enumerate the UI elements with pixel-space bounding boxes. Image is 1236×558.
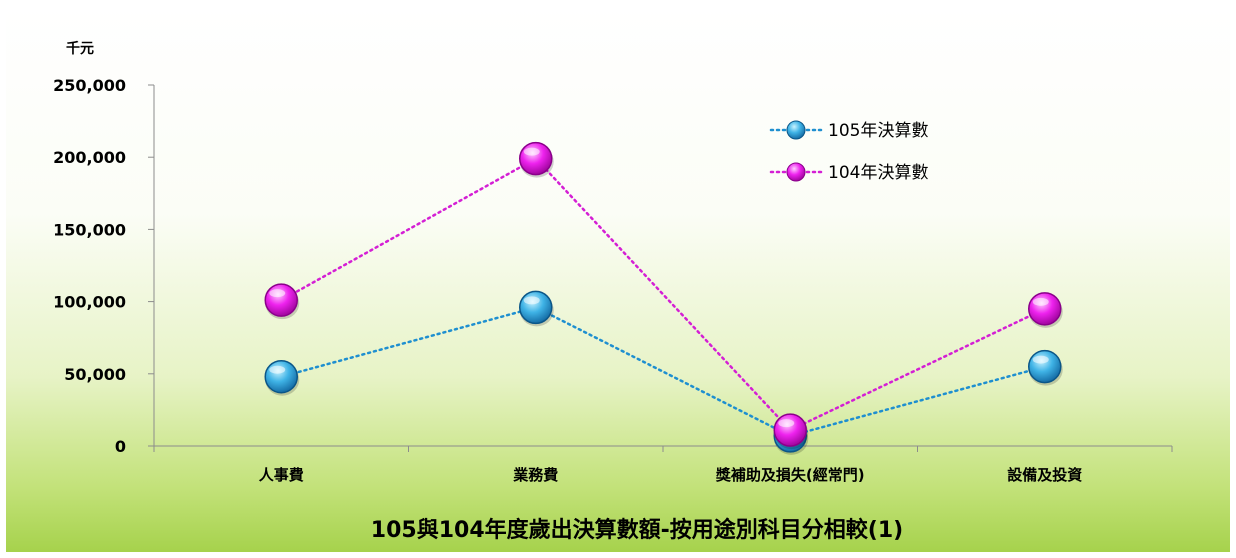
point-highlight — [1032, 297, 1049, 306]
point-marker — [1028, 292, 1062, 326]
legend-label: 104年決算數 — [828, 163, 928, 183]
chart-title: 105與104年度歲出決算數額-按用途別科目分相較(1) — [371, 517, 903, 543]
series-points — [264, 141, 1063, 455]
line-chart: 千元 0 50,000 100,000 150,000 200,000 250,000 人… — [53, 40, 1173, 543]
x-tick-label: 獎補助及損失(經常門) — [715, 466, 865, 484]
point-highlight — [523, 147, 540, 156]
data-point-1-2 — [773, 413, 809, 450]
y-tick-label: 100,000 — [53, 293, 126, 312]
legend-marker — [786, 162, 806, 182]
series-line-0 — [280, 306, 1047, 438]
legend-item-1: 104年決算數 — [769, 162, 928, 183]
data-point-1-3 — [1028, 292, 1063, 328]
point-marker — [264, 283, 298, 317]
point-marker — [264, 359, 298, 394]
point-highlight — [269, 365, 286, 374]
series-line-1 — [280, 157, 1047, 432]
y-tick-label: 150,000 — [53, 220, 126, 239]
data-point-0-1 — [519, 290, 554, 327]
y-tick-labels: 0 50,000 100,000 150,000 200,000 250,000 — [53, 76, 126, 456]
chart-frame: 千元 0 50,000 100,000 150,000 200,000 250,000 人… — [6, 6, 1230, 552]
x-tick-label: 業務費 — [512, 466, 558, 484]
legend-item-0: 105年決算數 — [769, 120, 928, 141]
legend-marker — [786, 120, 806, 140]
y-axis-unit: 千元 — [66, 40, 94, 57]
legend: 105年決算數 104年決算數 — [769, 120, 928, 183]
data-point-0-3 — [1028, 349, 1063, 386]
y-tick-label: 50,000 — [64, 365, 126, 384]
x-tick-label: 人事費 — [259, 466, 304, 484]
point-marker — [1028, 349, 1062, 384]
point-highlight — [269, 289, 286, 298]
point-highlight — [523, 296, 540, 305]
y-tick-label: 200,000 — [53, 148, 126, 167]
x-tick-label: 設備及投資 — [1007, 466, 1082, 484]
point-marker — [519, 290, 553, 325]
point-marker — [519, 141, 553, 176]
y-tick-label: 0 — [115, 437, 126, 456]
data-point-1-1 — [519, 141, 554, 178]
x-tick-labels: 人事費 業務費 獎補助及損失(經常門) 設備及投資 — [259, 466, 1083, 484]
point-highlight — [1032, 355, 1049, 364]
legend-label: 105年決算數 — [828, 121, 928, 141]
point-marker — [773, 413, 807, 447]
series-lines — [280, 157, 1047, 438]
y-tick-label: 250,000 — [53, 76, 126, 95]
point-highlight — [778, 419, 795, 428]
axes — [148, 84, 1173, 452]
data-point-0-0 — [264, 359, 300, 396]
data-point-1-0 — [264, 283, 300, 320]
